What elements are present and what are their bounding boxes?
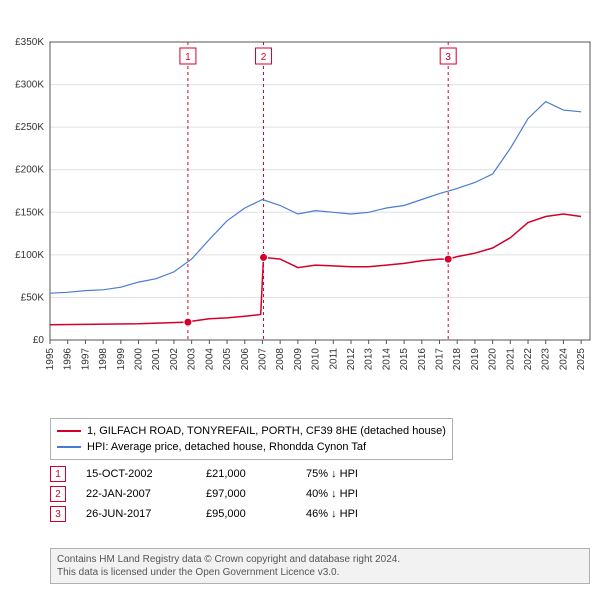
x-tick-label: 1995: [45, 348, 56, 370]
license-line2: This data is licensed under the Open Gov…: [57, 566, 583, 579]
legend-row: HPI: Average price, detached house, Rhon…: [57, 439, 446, 455]
x-tick-label: 2011: [328, 348, 339, 370]
legend-box: 1, GILFACH ROAD, TONYREFAIL, PORTH, CF39…: [50, 418, 453, 460]
marker-table-delta: 46% ↓ HPI: [306, 508, 358, 520]
marker-table-delta: 40% ↓ HPI: [306, 488, 358, 500]
marker-table-num: 2: [50, 486, 66, 502]
x-tick-label: 1996: [63, 348, 74, 370]
legend-label: 1, GILFACH ROAD, TONYREFAIL, PORTH, CF39…: [87, 425, 446, 437]
price-chart: £0 £50K £100K £150K £200K £250K £300K £350K 1995…: [0, 0, 600, 370]
x-tick-label: 1998: [98, 348, 109, 370]
x-tick-label: 2024: [558, 348, 569, 370]
legend-swatch: [57, 446, 81, 448]
y-tick-label: £200K: [15, 165, 44, 176]
marker-table-row: 3 26-JUN-2017£95,00046% ↓ HPI: [50, 504, 358, 524]
marker-table-price: £97,000: [206, 488, 306, 500]
x-tick-label: 2016: [417, 348, 428, 370]
license-line1: Contains HM Land Registry data © Crown c…: [57, 553, 583, 566]
marker-table: 1 15-OCT-2002£21,00075% ↓ HPI 2 22-JAN-2007…: [50, 464, 358, 524]
marker-dot: [184, 318, 192, 326]
x-tick-label: 1997: [80, 348, 91, 370]
x-tick-label: 2021: [505, 348, 516, 370]
x-tick-label: 2003: [187, 348, 198, 370]
x-tick-label: 2020: [488, 348, 499, 370]
y-tick-label: £50K: [21, 292, 45, 303]
x-tick-label: 2005: [222, 348, 233, 370]
x-tick-label: 2001: [151, 348, 162, 370]
marker-table-row: 1 15-OCT-2002£21,00075% ↓ HPI: [50, 464, 358, 484]
x-tick-label: 2006: [240, 348, 251, 370]
y-tick-label: £100K: [15, 250, 44, 261]
marker-table-date: 22-JAN-2007: [86, 488, 206, 500]
x-tick-label: 2010: [311, 348, 322, 370]
marker-table-date: 26-JUN-2017: [86, 508, 206, 520]
marker-flag-num: 3: [445, 52, 451, 63]
marker-table-num: 3: [50, 506, 66, 522]
y-tick-label: £150K: [15, 207, 44, 218]
x-tick-label: 2000: [134, 348, 145, 370]
x-tick-label: 2014: [381, 348, 392, 370]
y-tick-label: £350K: [15, 37, 44, 48]
x-tick-label: 2007: [257, 348, 268, 370]
x-tick-label: 2025: [576, 348, 587, 370]
x-tick-label: 2023: [541, 348, 552, 370]
marker-table-price: £21,000: [206, 468, 306, 480]
x-tick-label: 2022: [523, 348, 534, 370]
x-tick-label: 1999: [116, 348, 127, 370]
x-tick-label: 2008: [275, 348, 286, 370]
marker-dot: [260, 253, 268, 261]
x-tick-label: 2019: [470, 348, 481, 370]
marker-dot: [444, 255, 452, 263]
y-tick-label: £250K: [15, 122, 44, 133]
x-tick-label: 2017: [435, 348, 446, 370]
legend-label: HPI: Average price, detached house, Rhon…: [87, 441, 366, 453]
x-tick-label: 2018: [452, 348, 463, 370]
marker-table-num: 1: [50, 466, 66, 482]
x-tick-label: 2015: [399, 348, 410, 370]
marker-table-price: £95,000: [206, 508, 306, 520]
legend-row: 1, GILFACH ROAD, TONYREFAIL, PORTH, CF39…: [57, 423, 446, 439]
x-tick-label: 2012: [346, 348, 357, 370]
x-tick-label: 2013: [364, 348, 375, 370]
license-box: Contains HM Land Registry data © Crown c…: [50, 548, 590, 584]
legend-swatch: [57, 430, 81, 432]
x-tick-label: 2004: [204, 348, 215, 370]
marker-flag-num: 1: [185, 52, 191, 63]
y-tick-label: £0: [33, 335, 45, 346]
marker-table-date: 15-OCT-2002: [86, 468, 206, 480]
y-tick-label: £300K: [15, 80, 44, 91]
x-tick-label: 2002: [169, 348, 180, 370]
marker-table-row: 2 22-JAN-2007£97,00040% ↓ HPI: [50, 484, 358, 504]
marker-table-delta: 75% ↓ HPI: [306, 468, 358, 480]
x-tick-label: 2009: [293, 348, 304, 370]
marker-flag-num: 2: [261, 52, 267, 63]
